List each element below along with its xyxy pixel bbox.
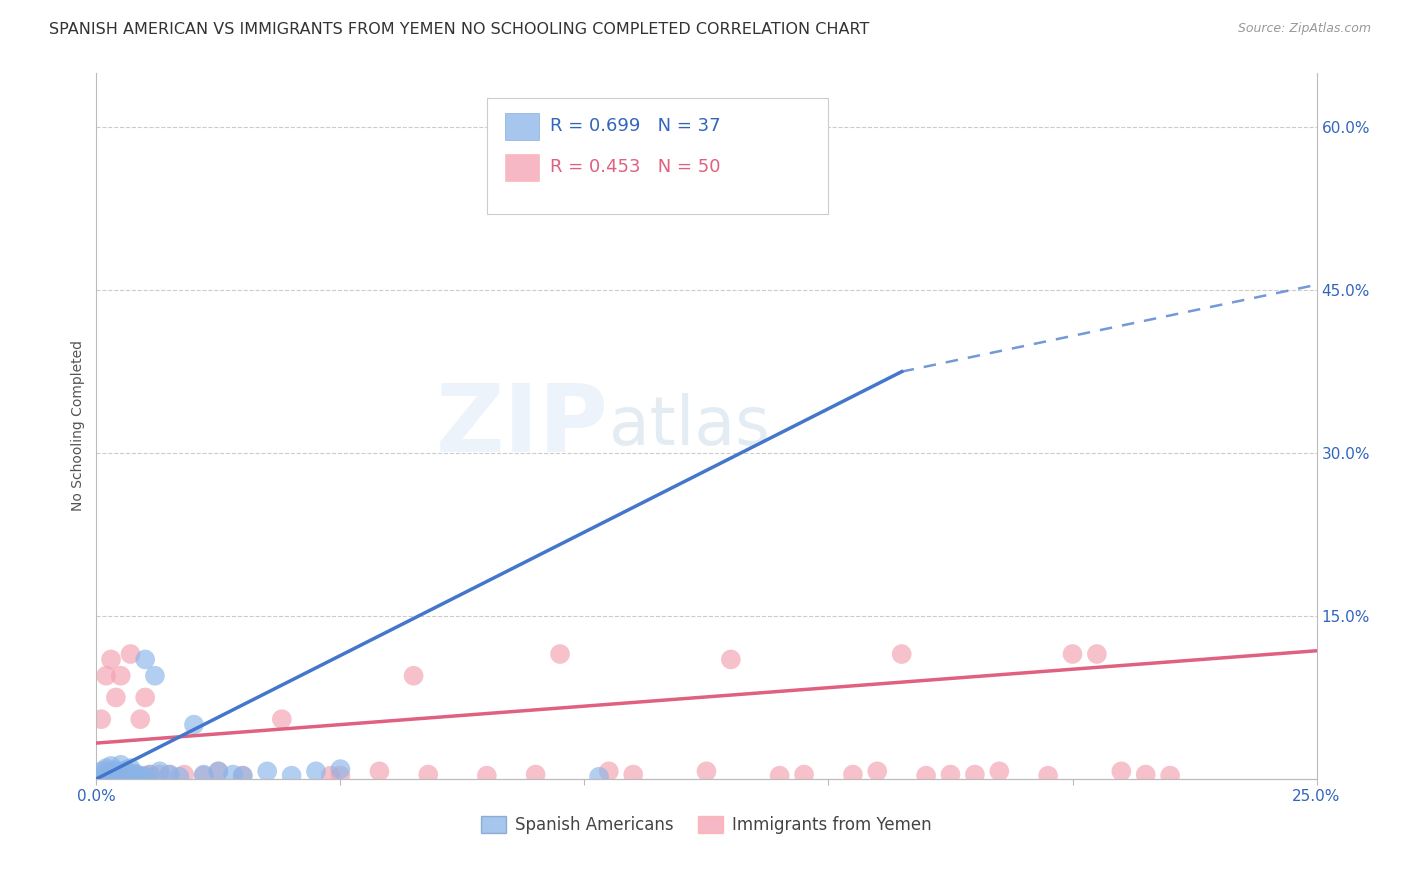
Point	[124, 767, 146, 781]
Point	[793, 767, 815, 781]
Point	[100, 652, 122, 666]
Point	[159, 767, 181, 781]
Point	[124, 766, 146, 780]
Point	[524, 767, 547, 781]
Point	[134, 690, 156, 705]
Point	[143, 669, 166, 683]
Point	[139, 767, 162, 781]
Point	[319, 769, 342, 783]
Point	[939, 767, 962, 781]
Point	[280, 769, 302, 783]
Point	[100, 769, 122, 783]
Point	[110, 765, 132, 780]
Point	[1036, 769, 1059, 783]
Point	[598, 764, 620, 779]
FancyBboxPatch shape	[505, 113, 540, 140]
Point	[114, 763, 136, 777]
Point	[270, 712, 292, 726]
Text: SPANISH AMERICAN VS IMMIGRANTS FROM YEMEN NO SCHOOLING COMPLETED CORRELATION CHA: SPANISH AMERICAN VS IMMIGRANTS FROM YEME…	[49, 22, 869, 37]
Point	[207, 764, 229, 779]
Point	[769, 769, 792, 783]
Point	[134, 770, 156, 784]
Point	[90, 769, 112, 783]
Point	[475, 769, 498, 783]
Point	[915, 769, 938, 783]
Point	[134, 769, 156, 783]
Point	[149, 767, 172, 781]
FancyBboxPatch shape	[505, 154, 540, 181]
Point	[114, 769, 136, 783]
Point	[139, 767, 162, 781]
Point	[866, 764, 889, 779]
Point	[222, 767, 245, 781]
Point	[104, 690, 127, 705]
Point	[110, 669, 132, 683]
Point	[1111, 764, 1133, 779]
Point	[890, 647, 912, 661]
Point	[1159, 769, 1181, 783]
Point	[193, 767, 215, 781]
Point	[120, 769, 142, 783]
Point	[842, 767, 865, 781]
Legend: Spanish Americans, Immigrants from Yemen: Spanish Americans, Immigrants from Yemen	[481, 816, 931, 834]
Point	[720, 652, 742, 666]
Point	[100, 765, 122, 780]
Point	[90, 764, 112, 779]
Point	[100, 764, 122, 779]
Point	[232, 769, 254, 783]
Point	[124, 770, 146, 784]
Point	[169, 770, 191, 784]
Point	[963, 767, 986, 781]
Point	[256, 764, 278, 779]
Point	[1135, 767, 1157, 781]
Point	[588, 770, 610, 784]
Point	[149, 764, 172, 779]
Text: Source: ZipAtlas.com: Source: ZipAtlas.com	[1237, 22, 1371, 36]
Point	[402, 669, 425, 683]
Point	[104, 770, 127, 784]
Point	[94, 763, 117, 777]
Point	[621, 767, 644, 781]
Point	[232, 769, 254, 783]
Point	[134, 652, 156, 666]
Point	[329, 762, 352, 776]
Point	[129, 712, 152, 726]
Point	[94, 761, 117, 775]
Point	[695, 764, 717, 779]
Point	[100, 759, 122, 773]
Point	[94, 669, 117, 683]
Point	[110, 770, 132, 784]
Point	[114, 769, 136, 783]
Point	[159, 767, 181, 781]
Point	[1062, 647, 1084, 661]
Point	[988, 764, 1011, 779]
Point	[564, 153, 586, 167]
Point	[120, 761, 142, 775]
Point	[120, 647, 142, 661]
Point	[305, 764, 328, 779]
Point	[183, 717, 205, 731]
Text: atlas: atlas	[609, 393, 769, 459]
Point	[110, 757, 132, 772]
Point	[104, 763, 127, 777]
Point	[193, 769, 215, 783]
Point	[90, 769, 112, 783]
Point	[207, 764, 229, 779]
FancyBboxPatch shape	[486, 98, 828, 214]
Point	[368, 764, 391, 779]
Point	[173, 767, 195, 781]
Point	[94, 770, 117, 784]
Point	[418, 767, 440, 781]
Text: R = 0.453   N = 50: R = 0.453 N = 50	[550, 158, 721, 176]
Point	[329, 769, 352, 783]
Point	[90, 712, 112, 726]
Point	[1085, 647, 1108, 661]
Point	[548, 647, 571, 661]
Text: R = 0.699   N = 37: R = 0.699 N = 37	[550, 117, 721, 135]
Point	[110, 767, 132, 781]
Text: ZIP: ZIP	[436, 380, 609, 472]
Y-axis label: No Schooling Completed: No Schooling Completed	[72, 341, 86, 511]
Point	[129, 769, 152, 783]
